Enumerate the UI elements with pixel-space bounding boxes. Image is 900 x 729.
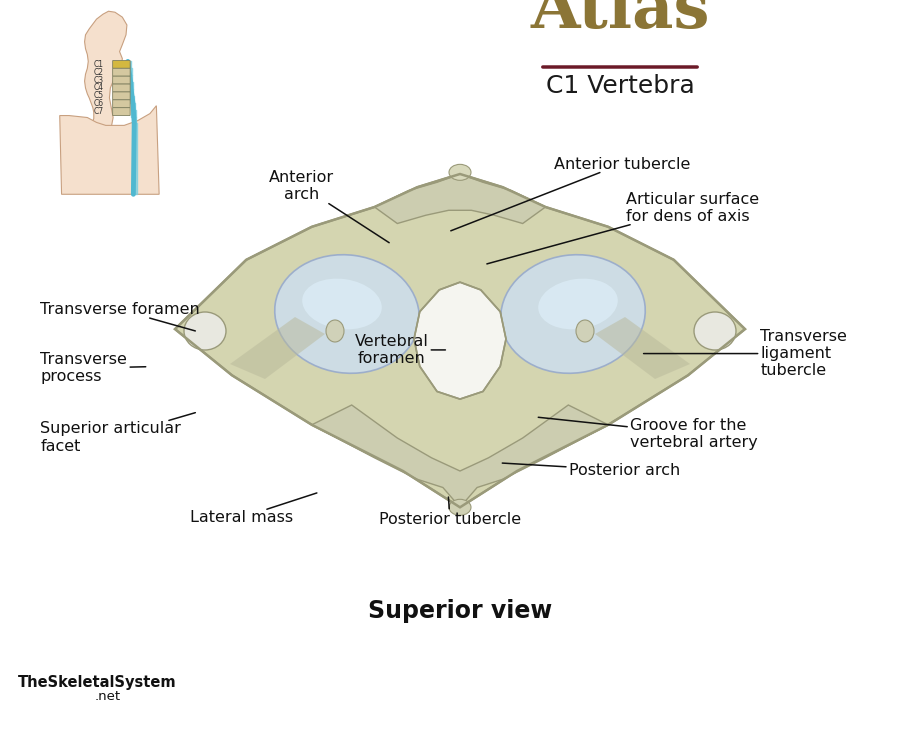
Polygon shape — [59, 106, 159, 195]
Text: .net: .net — [95, 690, 122, 703]
Text: Articular surface
for dens of axis: Articular surface for dens of axis — [487, 192, 759, 264]
Ellipse shape — [449, 164, 471, 180]
Text: Vertebral
foramen: Vertebral foramen — [355, 334, 446, 366]
FancyBboxPatch shape — [112, 61, 130, 69]
Ellipse shape — [302, 278, 382, 330]
Ellipse shape — [449, 499, 471, 515]
Text: Transverse
process: Transverse process — [40, 352, 146, 384]
Text: C6: C6 — [94, 99, 104, 108]
Polygon shape — [85, 11, 127, 142]
Text: Superior articular
facet: Superior articular facet — [40, 413, 195, 453]
Polygon shape — [374, 174, 545, 224]
Ellipse shape — [538, 278, 617, 330]
Text: Anterior tubercle: Anterior tubercle — [451, 157, 690, 231]
Text: Superior view: Superior view — [368, 599, 552, 623]
Ellipse shape — [274, 254, 419, 373]
Polygon shape — [595, 317, 690, 379]
Text: Atlas: Atlas — [530, 0, 710, 41]
Text: TheSkeletalSystem: TheSkeletalSystem — [18, 674, 176, 690]
Text: Posterior tubercle: Posterior tubercle — [379, 497, 521, 526]
Ellipse shape — [326, 320, 344, 342]
Text: C7: C7 — [94, 107, 104, 116]
Text: C3: C3 — [94, 76, 104, 85]
FancyBboxPatch shape — [112, 69, 130, 76]
Text: C5: C5 — [94, 91, 104, 101]
Text: Anterior
arch: Anterior arch — [269, 170, 389, 243]
Text: C1 Vertebra: C1 Vertebra — [545, 74, 695, 98]
Ellipse shape — [500, 254, 645, 373]
Text: C1: C1 — [94, 60, 104, 69]
FancyBboxPatch shape — [112, 84, 130, 92]
Polygon shape — [414, 282, 506, 399]
Polygon shape — [175, 174, 745, 507]
Polygon shape — [311, 405, 608, 507]
FancyBboxPatch shape — [112, 100, 130, 108]
Ellipse shape — [694, 312, 736, 350]
FancyBboxPatch shape — [112, 76, 130, 84]
FancyBboxPatch shape — [112, 108, 130, 115]
Ellipse shape — [184, 312, 226, 350]
Text: Groove for the
vertebral artery: Groove for the vertebral artery — [538, 417, 758, 450]
Text: C2: C2 — [94, 68, 104, 77]
Polygon shape — [230, 317, 325, 379]
FancyBboxPatch shape — [112, 92, 130, 100]
Text: Transverse foramen: Transverse foramen — [40, 303, 200, 331]
Text: Posterior arch: Posterior arch — [502, 463, 680, 477]
Text: Transverse
ligament
tubercle: Transverse ligament tubercle — [644, 329, 848, 378]
Text: C4: C4 — [94, 84, 104, 93]
Ellipse shape — [576, 320, 594, 342]
Text: Lateral mass: Lateral mass — [190, 493, 317, 525]
